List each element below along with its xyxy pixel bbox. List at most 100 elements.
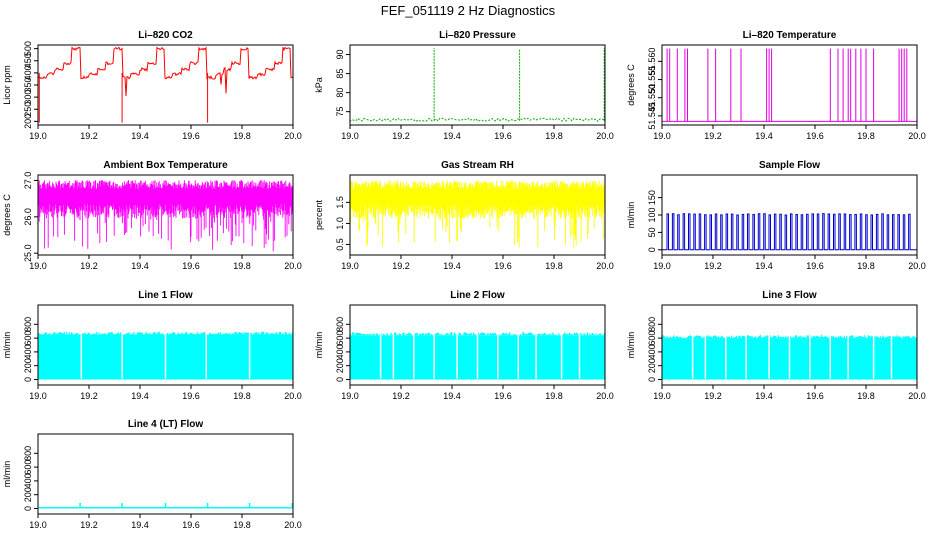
y-axis-label: ml/min xyxy=(626,332,636,359)
y-tick-label: 600 xyxy=(335,331,345,346)
series-line xyxy=(38,502,293,509)
x-tick-label: 19.2 xyxy=(392,261,410,271)
plot-frame xyxy=(37,44,294,126)
x-tick-label: 19.8 xyxy=(857,131,875,141)
x-tick-label: 19.8 xyxy=(233,261,251,271)
y-tick-label: 25.0 xyxy=(23,244,33,262)
x-tick-label: 20.0 xyxy=(908,261,926,271)
plot-frame xyxy=(349,44,606,126)
chart-panel-li820-temperature: Li–820 Temperature degrees C 19.0 19.2 19.4 1… xyxy=(626,30,926,141)
x-tick-label: 19.6 xyxy=(182,520,200,530)
y-tick-label: 800 xyxy=(23,317,33,332)
y-tick-label: 0 xyxy=(647,377,657,382)
x-tick-label: 20.0 xyxy=(284,131,302,141)
x-tick-label: 20.0 xyxy=(284,391,302,401)
x-tick-label: 19.8 xyxy=(233,520,251,530)
x-tick-label: 19.4 xyxy=(443,131,461,141)
chart-panel-line-4-lt-flow: Line 4 (LT) Flow ml/min 19.0 19.2 19.4 19.6 19… xyxy=(2,419,302,530)
series-ambient-box-temperature xyxy=(37,180,294,252)
series-gaps xyxy=(80,331,251,379)
x-tick-label: 19.0 xyxy=(341,261,359,271)
x-tick-label: 20.0 xyxy=(596,391,614,401)
x-tick-label: 19.2 xyxy=(392,391,410,401)
x-tick-label: 19.2 xyxy=(392,131,410,141)
y-tick-label: 90 xyxy=(335,50,345,60)
x-tick-label: 19.4 xyxy=(131,520,149,530)
series-line-3-flow xyxy=(661,335,917,380)
y-axis-label: ml/min xyxy=(2,461,12,488)
series-spikes xyxy=(666,48,908,122)
x-tick-label: 19.4 xyxy=(131,261,149,271)
x-tick-label: 19.4 xyxy=(755,131,773,141)
x-tick-label: 19.6 xyxy=(494,131,512,141)
chart-title: Gas Stream RH xyxy=(441,160,514,171)
y-tick-label: 100 xyxy=(647,207,657,222)
plot-frame xyxy=(661,44,918,126)
plot-frame xyxy=(37,304,294,386)
x-tick-label: 20.0 xyxy=(596,261,614,271)
series-line xyxy=(349,180,605,249)
plot-frame xyxy=(37,174,294,256)
series-line xyxy=(662,213,917,251)
x-tick-label: 20.0 xyxy=(284,520,302,530)
panels: Li–820 CO2 Licor ppm 19.0 19.2 19.4 19.6 19.8 2… xyxy=(2,30,926,530)
series-sample-flow xyxy=(662,213,917,251)
series-spikes xyxy=(38,72,209,123)
y-tick-label: 300 xyxy=(23,90,33,105)
y-tick-label: 250 xyxy=(23,102,33,117)
x-tick-label: 20.0 xyxy=(284,261,302,271)
x-tick-label: 19.2 xyxy=(80,391,98,401)
series-line xyxy=(349,117,605,123)
chart-title: Line 1 Flow xyxy=(138,290,193,301)
chart-title: Line 3 Flow xyxy=(762,290,817,301)
y-tick-label: 800 xyxy=(23,446,33,461)
series-gas-stream-rh xyxy=(349,180,605,249)
y-tick-label: 51.550 xyxy=(647,84,657,112)
y-axis-label: ml/min xyxy=(626,202,636,229)
y-tick-label: 400 xyxy=(23,344,33,359)
x-tick-label: 19.6 xyxy=(494,261,512,271)
y-tick-label: 85 xyxy=(335,69,345,79)
y-tick-label: 350 xyxy=(23,77,33,92)
x-tick-label: 19.0 xyxy=(29,520,47,530)
chart-panel-ambient-box-temperature: Ambient Box Temperature degrees C 19.0 19.2… xyxy=(2,160,302,271)
y-tick-label: 200 xyxy=(23,358,33,373)
y-tick-label: 200 xyxy=(647,358,657,373)
plot-frame xyxy=(349,174,606,256)
series-li820-pressure xyxy=(349,48,605,123)
y-tick-label: 51.545 xyxy=(647,102,657,130)
x-tick-label: 20.0 xyxy=(596,131,614,141)
chart-title: Line 4 (LT) Flow xyxy=(128,419,204,430)
series-li820-co2 xyxy=(37,46,294,123)
y-tick-label: 0 xyxy=(647,247,657,252)
series-spikes xyxy=(349,48,605,121)
y-axis-label: ml/min xyxy=(2,332,12,359)
series-line-4-lt-flow xyxy=(38,502,293,509)
y-tick-label: 80 xyxy=(335,88,345,98)
x-tick-label: 19.4 xyxy=(443,391,461,401)
x-tick-label: 19.8 xyxy=(545,261,563,271)
series-line-2-flow xyxy=(349,332,605,380)
x-tick-label: 19.0 xyxy=(653,391,671,401)
chart-title: Li–820 Pressure xyxy=(439,30,516,41)
x-tick-label: 19.6 xyxy=(182,261,200,271)
x-tick-label: 19.8 xyxy=(545,131,563,141)
chart-panel-gas-stream-rh: Gas Stream RH percent 19.0 19.2 19.4 19.6 19.8… xyxy=(314,160,614,271)
x-tick-label: 19.6 xyxy=(494,391,512,401)
x-tick-label: 19.6 xyxy=(806,391,824,401)
x-tick-label: 19.0 xyxy=(653,261,671,271)
x-tick-label: 19.2 xyxy=(704,391,722,401)
y-axis-label: degrees C xyxy=(2,194,12,236)
y-tick-label: 0.5 xyxy=(335,238,345,251)
chart-title: Li–820 CO2 xyxy=(138,30,193,41)
series-line xyxy=(37,46,294,97)
y-axis-label: kPa xyxy=(314,77,324,93)
x-tick-label: 19.0 xyxy=(341,131,359,141)
x-tick-label: 19.2 xyxy=(80,131,98,141)
chart-panel-li820-pressure: Li–820 Pressure kPa 19.0 19.2 19.4 19.6 19.8 20… xyxy=(314,30,614,141)
chart-title: Ambient Box Temperature xyxy=(103,160,228,171)
y-tick-label: 400 xyxy=(23,65,33,80)
y-tick-label: 26.0 xyxy=(23,208,33,226)
y-tick-label: 150 xyxy=(647,190,657,205)
y-axis-label: degrees C xyxy=(626,64,636,106)
